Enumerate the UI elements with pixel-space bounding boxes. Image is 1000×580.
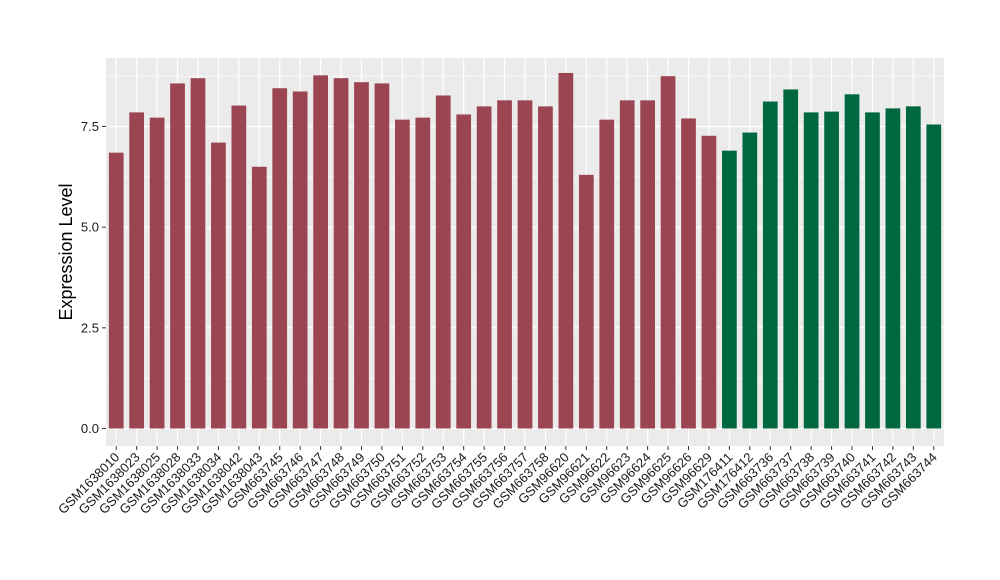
bar-GSM663751 xyxy=(395,119,410,429)
bar-GSM1638034 xyxy=(211,142,226,429)
y-axis-title: Expression Level xyxy=(56,183,76,320)
bar-GSM663741 xyxy=(865,112,880,429)
bar-GSM663745 xyxy=(272,88,288,429)
bar-GSM1638025 xyxy=(149,117,165,429)
bar-GSM663739 xyxy=(824,111,839,429)
bar-layer xyxy=(108,72,942,429)
bar-GSM663756 xyxy=(497,100,512,429)
bar-GSM663742 xyxy=(885,108,901,429)
bar-GSM1638043 xyxy=(251,166,267,429)
bar-GSM663750 xyxy=(374,83,390,429)
x-axis: GSM1638010GSM1638023GSM1638025GSM1638028… xyxy=(55,446,940,517)
y-tick-label: 5.0 xyxy=(81,220,99,235)
y-tick-label: 2.5 xyxy=(81,320,99,335)
bar-GSM663753 xyxy=(435,95,451,429)
bar-GSM96622 xyxy=(599,119,615,429)
bar-GSM663758 xyxy=(538,106,553,429)
bar-GSM663757 xyxy=(517,100,533,429)
bar-GSM96624 xyxy=(640,100,655,429)
bar-GSM1638028 xyxy=(170,83,185,429)
bar-GSM663755 xyxy=(476,106,492,429)
bar-GSM663738 xyxy=(803,112,819,429)
bar-GSM663740 xyxy=(844,94,860,429)
bar-GSM663752 xyxy=(415,117,431,429)
bar-GSM96629 xyxy=(701,135,717,429)
bar-GSM663746 xyxy=(292,91,308,429)
bar-GSM96626 xyxy=(681,118,696,429)
bar-GSM1638042 xyxy=(231,105,247,429)
bar-GSM176411 xyxy=(722,150,737,429)
bar-GSM1638023 xyxy=(129,112,145,429)
bar-GSM96623 xyxy=(619,100,635,429)
bar-GSM663754 xyxy=(456,114,472,429)
bar-GSM663747 xyxy=(313,75,328,429)
bar-GSM663736 xyxy=(762,101,778,429)
bar-GSM663749 xyxy=(354,82,369,429)
bar-GSM1638033 xyxy=(190,78,206,429)
bar-GSM1638010 xyxy=(108,152,124,429)
y-tick-label: 0.0 xyxy=(81,421,99,436)
y-tick-label: 7.5 xyxy=(81,119,99,134)
bar-GSM663737 xyxy=(783,89,799,429)
bar-GSM96621 xyxy=(578,174,594,429)
bar-GSM663743 xyxy=(905,106,921,429)
y-axis: 0.0 2.5 5.0 7.5 xyxy=(81,119,106,436)
bar-GSM96625 xyxy=(660,76,676,429)
bar-GSM663748 xyxy=(333,78,349,429)
bar-GSM96620 xyxy=(558,72,574,429)
bar-GSM176412 xyxy=(742,132,758,429)
bar-GSM663744 xyxy=(926,124,942,429)
